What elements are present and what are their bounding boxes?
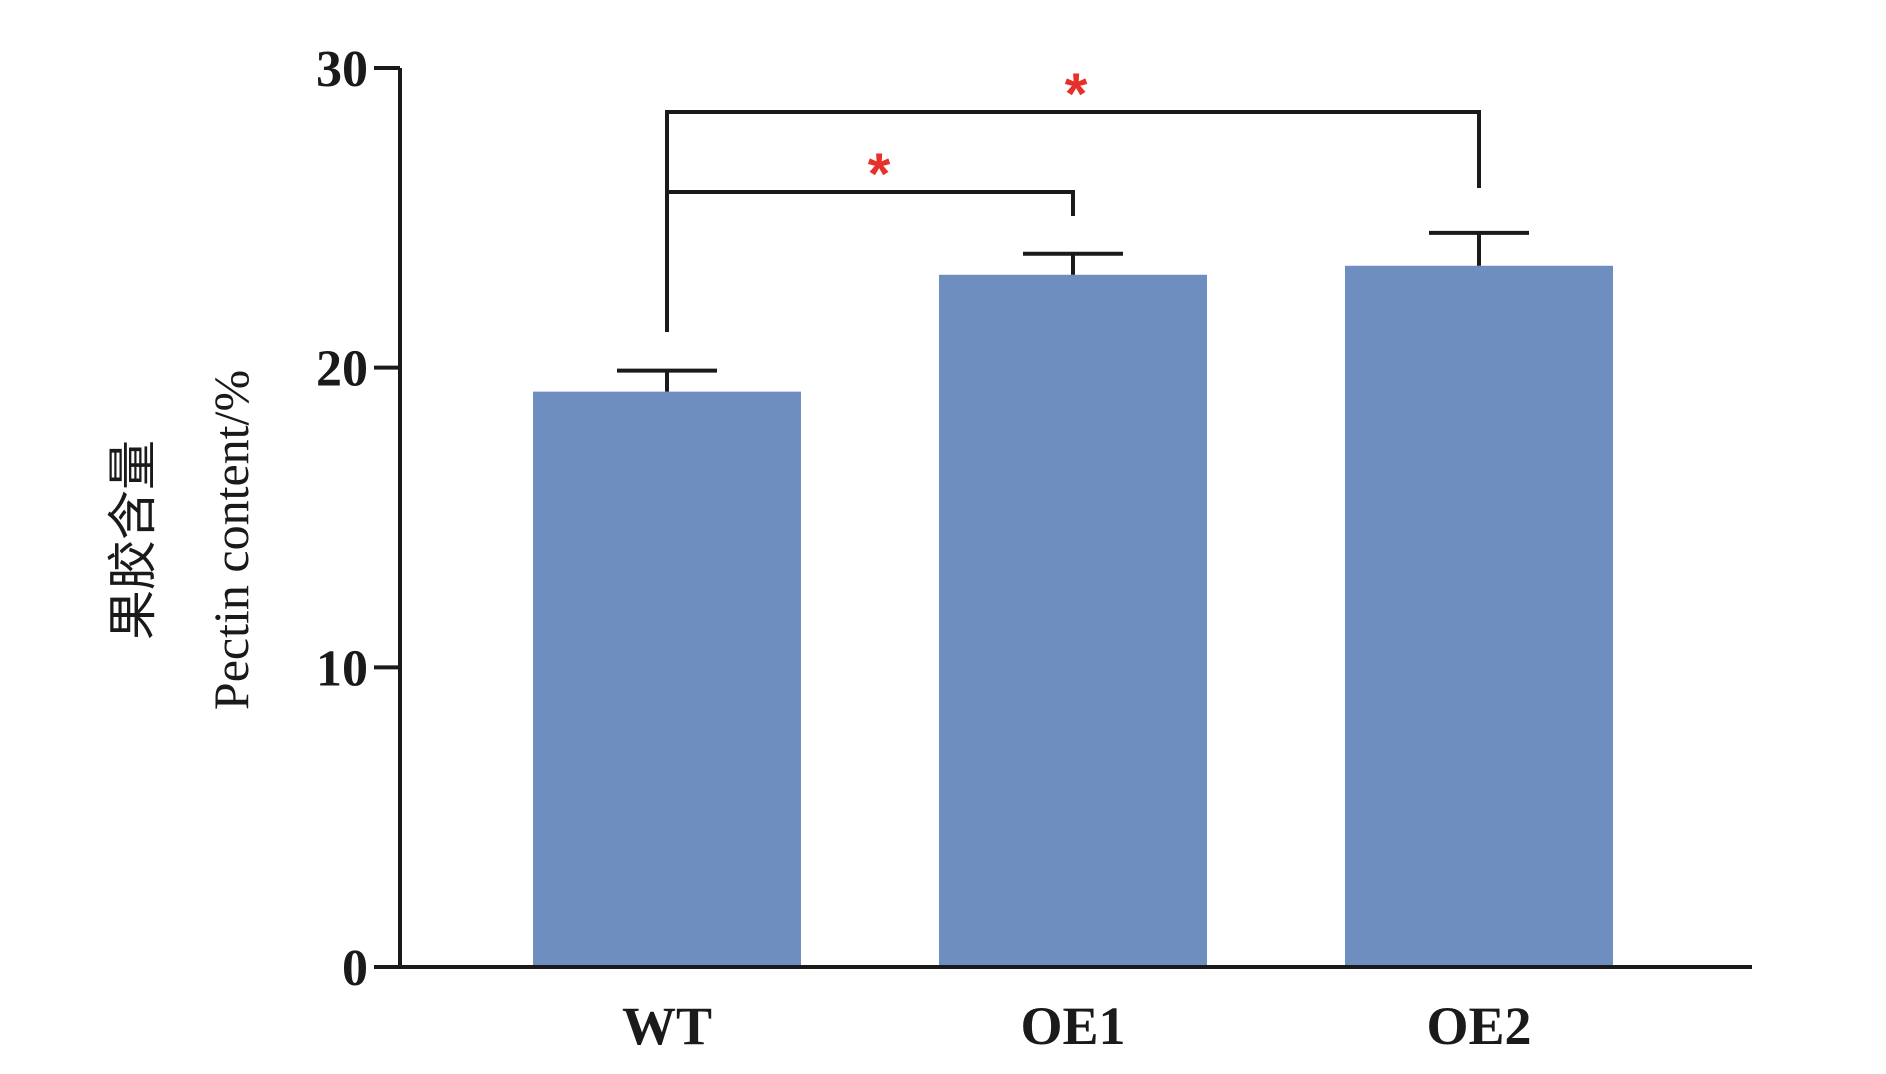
plot-area: 0 10 20 30 WT OE1 OE2 * *	[316, 41, 1752, 1056]
y-axis-label-en: Pectin content/%	[203, 370, 259, 710]
bar-oe2	[1345, 265, 1613, 967]
significance-bracket-wt-oe2	[665, 110, 1481, 192]
x-tick-label-wt: WT	[622, 996, 712, 1056]
y-tick-label-0: 0	[342, 940, 368, 997]
significance-bracket-wt-oe1	[665, 190, 1075, 332]
bar-wt	[533, 391, 801, 967]
y-axis-label: 果胶含量 Pectin content/%	[105, 370, 259, 710]
x-tick-label-oe2: OE2	[1426, 996, 1531, 1056]
significance-star-wt-oe2: *	[1065, 62, 1088, 127]
x-tick-label-oe1: OE1	[1020, 996, 1125, 1056]
y-tick-label-10: 10	[316, 640, 368, 697]
y-tick-label-30: 30	[316, 41, 368, 98]
bar-oe1	[939, 274, 1207, 967]
y-tick-label-20: 20	[316, 341, 368, 398]
significance-star-wt-oe1: *	[868, 142, 891, 207]
y-axis-label-cn: 果胶含量	[105, 440, 161, 640]
